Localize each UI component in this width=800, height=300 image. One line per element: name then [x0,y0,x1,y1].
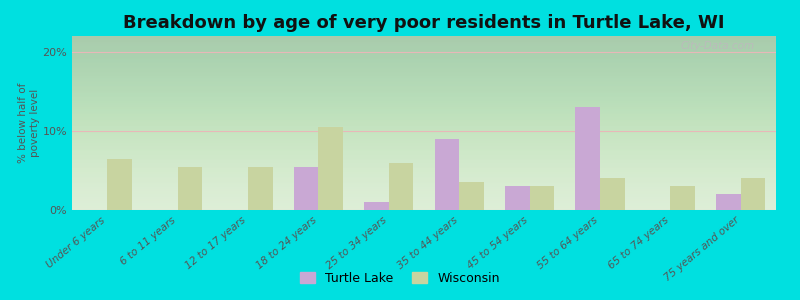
Bar [530,186,554,210]
Y-axis label: % below half of
poverty level: % below half of poverty level [18,83,40,163]
Bar [575,107,600,210]
Bar [670,186,695,210]
Bar [505,186,530,210]
Bar [741,178,766,210]
Title: Breakdown by age of very poor residents in Turtle Lake, WI: Breakdown by age of very poor residents … [123,14,725,32]
Bar [107,159,132,210]
Bar [318,127,343,210]
Bar [294,167,318,210]
Bar [716,194,741,210]
Bar [248,167,273,210]
Bar [364,202,389,210]
Bar [459,182,484,210]
Text: City-Data.com: City-Data.com [681,41,755,51]
Bar [600,178,625,210]
Bar [389,163,414,210]
Bar [178,167,202,210]
Legend: Turtle Lake, Wisconsin: Turtle Lake, Wisconsin [294,265,506,291]
Bar [434,139,459,210]
